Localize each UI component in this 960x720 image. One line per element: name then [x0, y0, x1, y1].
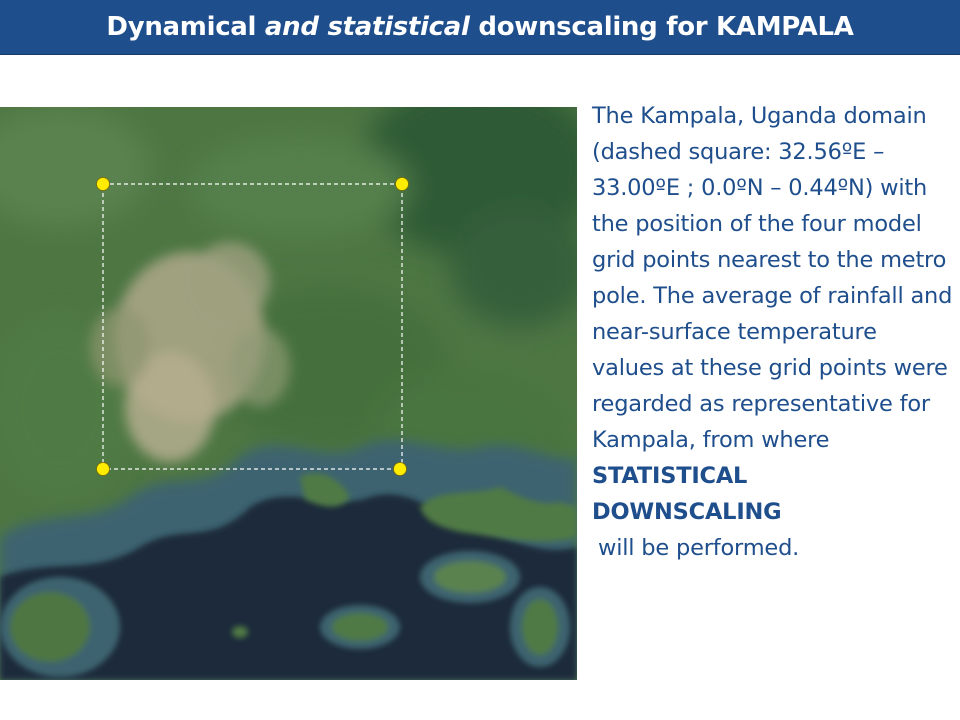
caption-body: The Kampala, Uganda domain (dashed squar… — [592, 103, 953, 453]
title-part-2: and statistical — [264, 12, 470, 42]
caption-emphasis-1: STATISTICAL — [592, 463, 748, 489]
caption-text: The Kampala, Uganda domain (dashed squar… — [592, 98, 954, 566]
title-part-1: Dynamical — [106, 12, 265, 42]
title-part-3: downscaling for KAMPALA — [469, 12, 854, 42]
grid-point-se — [393, 462, 407, 476]
satellite-map-image — [0, 107, 577, 680]
caption-tail: will be performed. — [598, 535, 800, 561]
domain-boundary — [102, 183, 403, 470]
satellite-map — [0, 107, 577, 680]
grid-point-ne — [395, 177, 409, 191]
caption-emphasis-2: DOWNSCALING — [592, 499, 782, 525]
grid-point-sw — [96, 462, 110, 476]
grid-point-nw — [96, 177, 110, 191]
slide-title: Dynamical and statistical downscaling fo… — [0, 0, 960, 55]
